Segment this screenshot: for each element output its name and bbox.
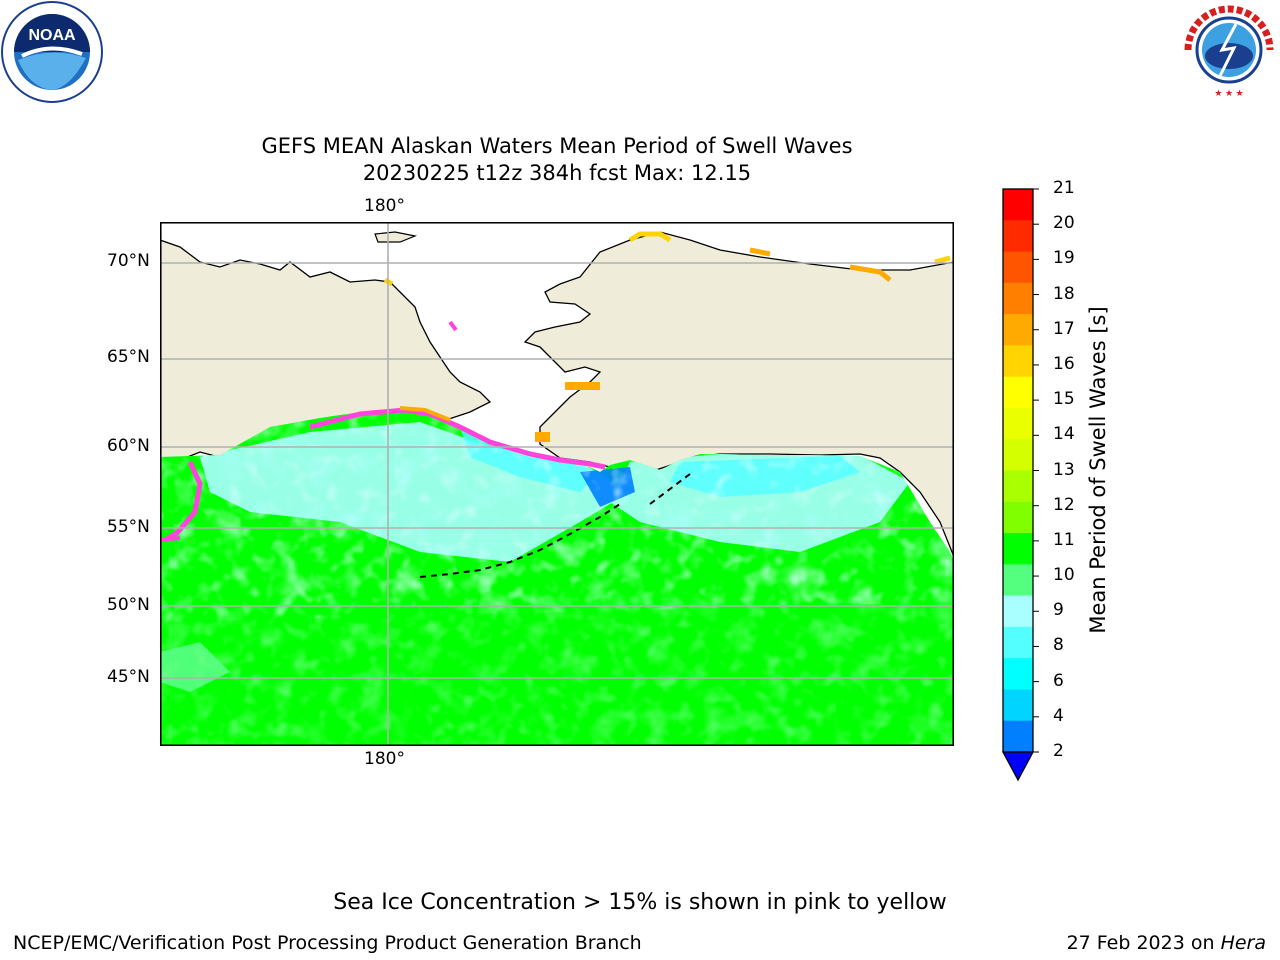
lat-label-45: 45°N [107,667,150,687]
svg-text:★ ★ ★: ★ ★ ★ [1214,88,1243,98]
colorbar-tick-label: 2 [1053,741,1064,761]
colorbar-tick-label: 19 [1053,248,1075,269]
lat-label-60: 60°N [107,436,150,456]
svg-text:NOAA: NOAA [28,27,76,44]
footer-right: 27 Feb 2023 on Hera [1067,932,1266,954]
colorbar-label: Mean Period of Swell Waves [s] [1086,306,1110,634]
colorbar-band [1003,720,1033,753]
colorbar-band [1003,282,1033,315]
lat-label-70: 70°N [107,251,150,271]
colorbar-band [1003,251,1033,284]
colorbar-tick-label: 15 [1053,389,1075,410]
colorbar [1001,188,1039,782]
colorbar-band [1003,564,1033,597]
lat-label-50: 50°N [107,595,150,615]
colorbar-tick-label: 12 [1053,494,1075,515]
colorbar-band [1003,470,1033,503]
colorbar-band [1003,376,1033,409]
colorbar-tick-label: 11 [1053,529,1075,550]
colorbar-tick-label: 16 [1053,353,1075,374]
colorbar-band [1003,501,1033,534]
noaa-logo: NOAA [1,1,103,103]
colorbar-band [1003,533,1033,565]
colorbar-band [1003,220,1033,253]
lat-label-65: 65°N [107,347,150,367]
footer-host: Hera [1220,932,1266,954]
colorbar-band [1003,407,1033,440]
colorbar-tick-label: 8 [1053,635,1064,656]
colorbar-tick-label: 9 [1053,600,1064,621]
colorbar-band [1003,595,1033,628]
colorbar-tick-label: 4 [1053,705,1064,726]
footer-date: 27 Feb 2023 on [1066,932,1221,954]
colorbar-tick-label: 21 [1053,178,1075,198]
lon-label-bottom: 180° [364,749,405,769]
nws-logo: ★ ★ ★ [1183,4,1275,98]
aleutian-islands [419,503,621,578]
lat-label-55: 55°N [107,517,150,537]
colorbar-tick-label: 13 [1053,459,1075,480]
colorbar-tick-label: 17 [1053,318,1075,339]
sea-ice-caption: Sea Ice Concentration > 15% is shown in … [333,890,947,915]
map-panel [160,222,954,746]
colorbar-band [1003,439,1033,471]
lon-label-top: 180° [364,196,405,216]
chart-title: GEFS MEAN Alaskan Waters Mean Period of … [261,134,853,158]
sea-ice-fringe [160,231,951,543]
colorbar-tick-label: 14 [1053,424,1075,445]
colorbar-band [1003,189,1033,221]
colorbar-band [1003,314,1033,346]
colorbar-tick-label: 6 [1053,670,1064,691]
colorbar-band [1003,345,1033,378]
chart-subtitle: 20230225 t12z 384h fcst Max: 12.15 [362,161,752,185]
colorbar-tick-label: 20 [1053,213,1075,234]
colorbar-band [1003,658,1033,690]
colorbar-band [1003,689,1033,722]
colorbar-tick-label: 10 [1053,565,1075,586]
map-gridlines [160,222,954,746]
colorbar-band [1003,626,1033,659]
colorbar-tick-label: 18 [1053,283,1075,304]
footer-left: NCEP/EMC/Verification Post Processing Pr… [13,932,642,954]
